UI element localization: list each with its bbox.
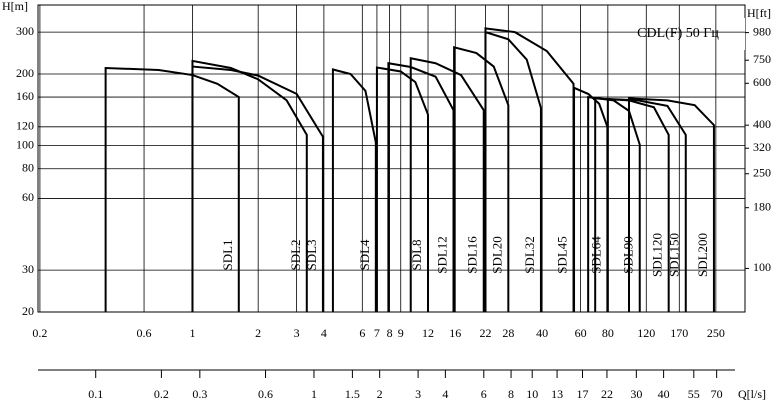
pump-curve [104, 66, 240, 312]
x2-tick-label: 8 [508, 387, 514, 400]
x-tick-label: 28 [502, 326, 514, 340]
x2-tick-label: 0.1 [88, 387, 103, 400]
curve-label: SDL150 [667, 233, 682, 277]
x-tick-label: 0.2 [32, 326, 47, 340]
curve-label: SDL32 [522, 236, 537, 274]
x2-tick-label: 22 [601, 387, 613, 400]
x2-tick-label: 2 [377, 387, 383, 400]
x-tick-label: 12 [422, 326, 434, 340]
x2-tick-label: 13 [551, 387, 563, 400]
x2-axis-label: Q[l/s] [738, 387, 766, 400]
x-tick-label: 0.6 [137, 326, 152, 340]
x-tick-label: 250 [707, 326, 725, 340]
x2-tick-label: 0.2 [154, 387, 169, 400]
x2-tick-label: 0.6 [258, 387, 273, 400]
x-tick-label: 40 [536, 326, 548, 340]
x-tick-label: 16 [449, 326, 461, 340]
y-tick-label: 80 [22, 160, 34, 174]
x-tick-label: 3 [294, 326, 300, 340]
x2-tick-label: 55 [688, 387, 700, 400]
x-tick-label: 7 [374, 326, 380, 340]
y-tick-label: 100 [16, 137, 34, 151]
y-tick-label: 30 [22, 262, 34, 276]
y2-tick-label: 600 [753, 75, 771, 89]
curve-label: SDL8 [409, 239, 424, 270]
y2-tick-label: 400 [753, 117, 771, 131]
x-tick-label: 1 [189, 326, 195, 340]
y-tick-label: 200 [16, 66, 34, 80]
y-axis-label: H[m] [2, 0, 28, 13]
x-tick-label: 22 [479, 326, 491, 340]
x-tick-label: 170 [670, 326, 688, 340]
x-tick-label: 6 [359, 326, 365, 340]
y-tick-label: 20 [22, 304, 34, 318]
y2-tick-label: 100 [753, 260, 771, 274]
x2-tick-label: 1 [311, 387, 317, 400]
x-tick-label: 120 [637, 326, 655, 340]
x2-tick-label: 17 [577, 387, 589, 400]
curve-label: SDL3 [304, 239, 319, 270]
pump-curve [587, 95, 641, 312]
x-tick-label: 4 [321, 326, 327, 340]
pump-curve [409, 57, 485, 312]
y2-tick-label: 320 [753, 140, 771, 154]
x2-tick-label: 4 [442, 387, 448, 400]
pump-curve [375, 66, 430, 312]
x2-tick-label: 3 [415, 387, 421, 400]
curve-label: SDL4 [357, 239, 372, 271]
curve-label: SDL2 [288, 239, 303, 270]
curve-label: SDL20 [489, 236, 504, 274]
x2-tick-label: 30 [630, 387, 642, 400]
x-tick-label: 60 [575, 326, 587, 340]
y-tick-label: 160 [16, 89, 34, 103]
y-tick-label: 120 [16, 119, 34, 133]
y2-tick-label: 180 [753, 199, 771, 213]
x-tick-label: 9 [398, 326, 404, 340]
pump-curve [606, 97, 687, 312]
curve-label: SDL1 [220, 239, 235, 270]
curve-label: SDL16 [465, 236, 480, 274]
y-tick-label: 300 [16, 24, 34, 38]
curve-label: SDL12 [434, 236, 449, 274]
annotation: CDL(F) 50 Гц [637, 26, 719, 41]
curve-label: SDL200 [695, 233, 710, 277]
x-tick-label: 80 [602, 326, 614, 340]
x-tick-label: 8 [387, 326, 393, 340]
y2-axis-label: H[ft] [747, 6, 771, 20]
x-tick-label: 2 [255, 326, 261, 340]
x2-tick-label: 6 [481, 387, 487, 400]
curve-label: SDL120 [650, 233, 665, 277]
x2-tick-label: 0.3 [192, 387, 207, 400]
x2-tick-label: 10 [526, 387, 538, 400]
y-tick-label: 60 [22, 190, 34, 204]
y2-tick-label: 980 [753, 24, 771, 38]
x2-tick-label: 70 [711, 387, 723, 400]
x2-tick-label: 1.5 [345, 387, 360, 400]
pump-curve [627, 97, 715, 312]
y2-tick-label: 250 [753, 166, 771, 180]
pump-curve [573, 86, 609, 312]
pump-curve [331, 68, 377, 312]
pump-curve [191, 65, 324, 312]
x2-tick-label: 40 [658, 387, 670, 400]
annotation-box [612, 18, 745, 50]
curve-label: SDL45 [555, 236, 570, 274]
pump-curve [594, 97, 670, 312]
y2-tick-label: 750 [753, 52, 771, 66]
pump-curve [191, 59, 308, 312]
